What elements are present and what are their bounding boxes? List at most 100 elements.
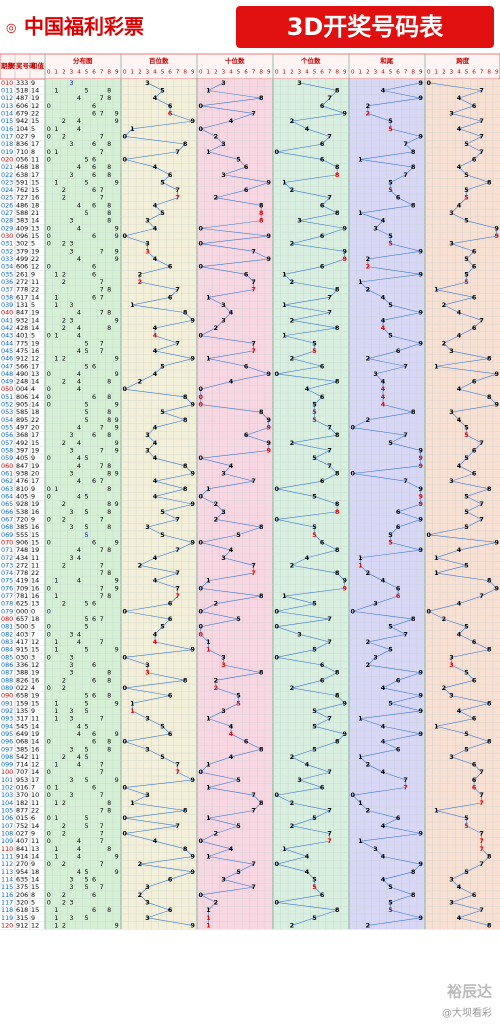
distribution-digit: 7 [100, 768, 104, 776]
distribution-digit: 0 [47, 385, 51, 393]
position-digit: 9 [342, 247, 347, 255]
digit-header: 4 [381, 70, 385, 76]
sum-value: 11 [31, 837, 39, 845]
position-digit: 7 [479, 117, 483, 125]
distribution-digit: 0 [47, 538, 51, 546]
sum-value: 22 [31, 807, 39, 815]
distribution-digit: 2 [62, 830, 66, 838]
position-digit: 5 [160, 209, 164, 217]
position-digit: 2 [366, 416, 370, 424]
draw-number: 030 [16, 653, 28, 661]
sum-value: 16 [31, 508, 39, 516]
distribution-digit: 3 [69, 883, 73, 891]
position-digit: 4 [381, 393, 386, 401]
draw-number: 906 [16, 538, 28, 546]
sum-value: 14 [31, 822, 39, 830]
position-digit: 9 [190, 921, 195, 929]
position-digit: 7 [479, 791, 483, 799]
position-digit: 5 [388, 699, 392, 707]
period: 017 [1, 132, 13, 140]
draw-number: 928 [16, 500, 28, 508]
position-digit: 3 [373, 845, 377, 853]
distribution-digit: 6 [92, 102, 96, 110]
position-digit: 5 [236, 776, 240, 784]
position-digit: 0 [275, 607, 280, 615]
distribution-digit: 0 [47, 814, 51, 822]
position-digit: 6 [472, 761, 477, 769]
sum-value: 14 [31, 852, 39, 860]
draw-number: 954 [16, 868, 28, 876]
distribution-digit: 8 [107, 738, 111, 746]
draw-number: 490 [16, 370, 28, 378]
digit-header: 9 [419, 70, 423, 76]
position-digit: 3 [297, 79, 301, 87]
digit-header: 0 [275, 70, 279, 76]
position-digit: 6 [396, 347, 401, 355]
draw-number: 658 [16, 692, 28, 700]
period: 060 [1, 462, 13, 470]
distribution-digit: 2 [62, 117, 66, 125]
period: 073 [1, 561, 13, 569]
sum-value: 11 [31, 753, 39, 761]
position-digit: 1 [206, 784, 210, 792]
period: 056 [1, 431, 13, 439]
position-digit: 3 [449, 875, 453, 883]
sum-value: 16 [31, 745, 39, 753]
distribution-digit: 8 [107, 508, 111, 516]
position-digit: 6 [472, 469, 477, 477]
distribution-digit: 0 [47, 623, 51, 631]
position-digit: 0 [199, 492, 204, 500]
position-digit: 5 [236, 822, 240, 830]
position-digit: 8 [183, 845, 188, 853]
distribution-digit: 4 [77, 117, 81, 125]
draw-number: 942 [16, 117, 28, 125]
draw-number: 912 [16, 355, 28, 363]
position-digit: 0 [123, 684, 128, 692]
position-digit: 8 [487, 355, 492, 363]
distribution-digit: 9 [115, 117, 119, 125]
position-digit: 0 [199, 630, 204, 638]
position-digit: 1 [206, 293, 210, 301]
distribution-digit: 8 [107, 201, 111, 209]
period: 066 [1, 508, 13, 516]
position-digit: 2 [290, 799, 294, 807]
distribution-digit: 3 [69, 301, 73, 309]
period: 026 [1, 201, 13, 209]
distribution-digit: 5 [84, 155, 88, 163]
distribution-digit: 2 [62, 891, 66, 899]
draw-number: 932 [16, 316, 28, 324]
distribution-digit: 0 [47, 232, 51, 240]
position-digit: 6 [320, 362, 325, 370]
position-digit: 5 [312, 722, 316, 730]
position-digit: 4 [305, 868, 310, 876]
distribution-digit: 0 [47, 148, 51, 156]
distribution-digit: 1 [54, 814, 58, 822]
distribution-digit: 3 [69, 914, 73, 922]
draw-number: 649 [16, 730, 28, 738]
position-digit: 2 [366, 109, 370, 117]
period: 050 [1, 385, 13, 393]
distribution-digit: 1 [54, 852, 58, 860]
position-digit: 6 [472, 263, 477, 271]
draw-number: 182 [16, 799, 28, 807]
digit-header: 5 [237, 70, 241, 76]
sum-value: 5 [31, 623, 35, 631]
distribution-digit: 7 [100, 424, 104, 432]
draw-number: 606 [16, 102, 28, 110]
position-digit: 4 [381, 722, 386, 730]
position-digit: 4 [153, 630, 158, 638]
draw-number: 027 [16, 830, 28, 838]
distribution-digit: 2 [62, 898, 66, 906]
position-digit: 6 [244, 431, 249, 439]
position-digit: 8 [335, 324, 340, 332]
distribution-digit: 2 [62, 324, 66, 332]
position-digit: 2 [214, 830, 218, 838]
position-digit: 5 [312, 646, 316, 654]
position-digit: 4 [153, 201, 158, 209]
panel-title: 个位数 [300, 56, 321, 65]
sum-value: 9 [31, 485, 35, 493]
distribution-digit: 3 [69, 776, 73, 784]
period: 099 [1, 761, 13, 769]
position-digit: 0 [199, 332, 204, 340]
sum-value: 5 [31, 240, 35, 248]
